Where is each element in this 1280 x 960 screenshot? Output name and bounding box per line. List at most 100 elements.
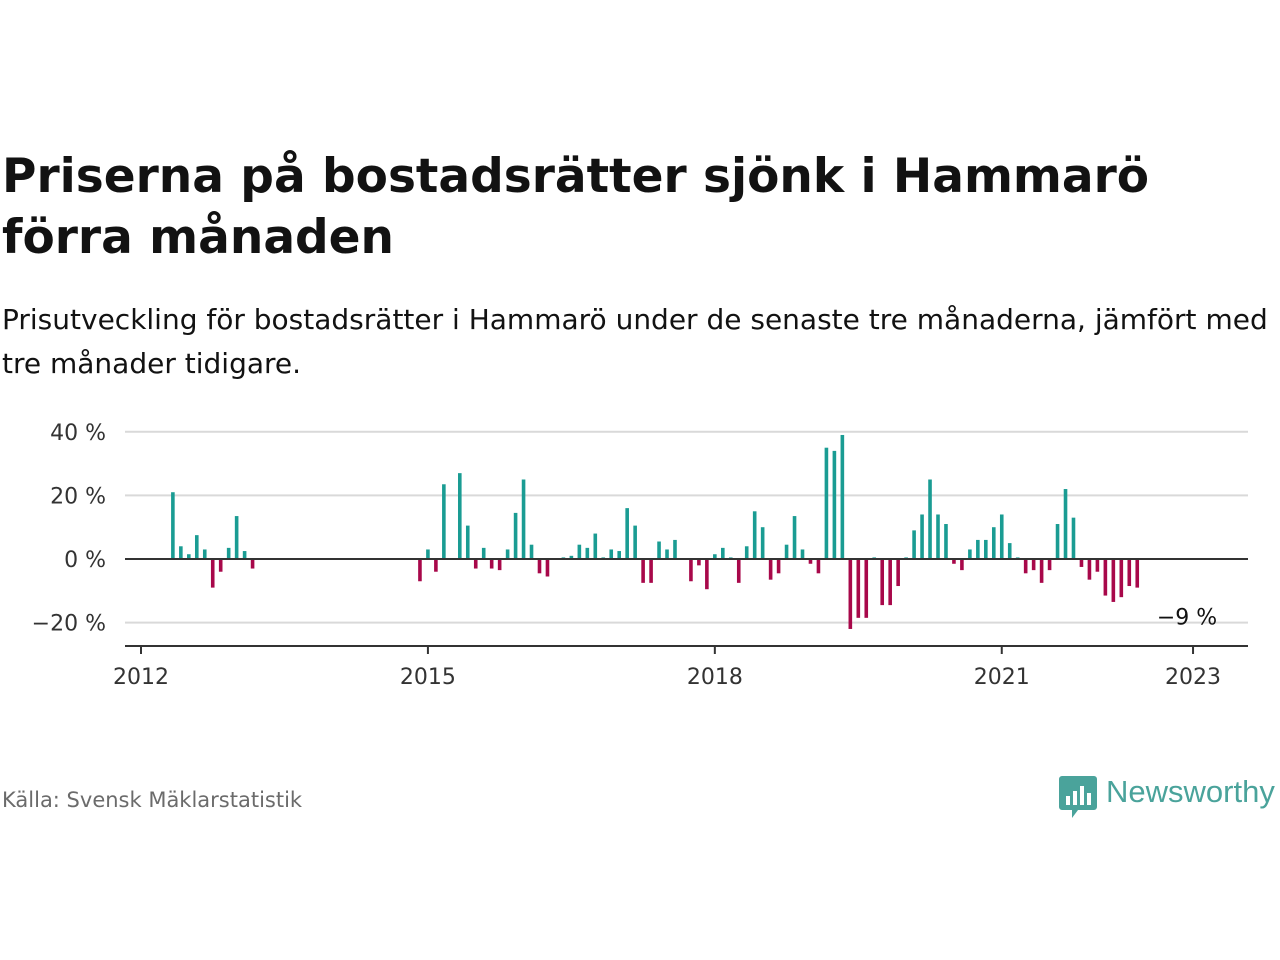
source-note: Källa: Svensk Mäklarstatistik [2,788,303,812]
annotations: −9 % [1157,606,1217,631]
x-tick-label: 2018 [687,665,743,690]
bar [792,516,797,559]
bar [1023,559,1028,574]
bar [864,559,869,618]
bar [1095,559,1100,572]
bar [426,549,430,559]
x-axis-ticks: 2012 2015 2018 2021 2023 [113,646,1221,690]
bar [649,559,653,583]
bar [489,559,494,569]
x-tick-label: 2012 [113,665,169,690]
bar [617,551,621,559]
bar [856,559,861,618]
bar [218,559,223,572]
annotation-label: −9 % [1157,606,1217,631]
bar [840,434,845,559]
bar [545,559,550,577]
bar [768,559,773,580]
bar [999,514,1004,559]
bar [912,530,916,559]
bar [968,549,972,559]
x-tick-label: 2023 [1165,665,1221,690]
bar [171,492,175,559]
bar [529,544,534,559]
bar [226,547,231,559]
brand-name: Newsworthy [1106,774,1275,809]
bar [673,539,677,559]
bar [991,527,996,559]
bar-chart: 40 % 20 % 0 % −20 % 2012 2015 2018 2021 2023 −9… [32,421,1248,690]
bar [944,524,948,559]
bar [736,559,741,583]
bar [194,535,199,559]
bar [824,447,829,559]
bar [577,544,582,559]
bar [976,539,980,559]
bar [1047,559,1052,571]
bar [593,533,598,559]
bar [713,554,717,559]
x-tick-label: 2021 [974,665,1030,690]
bar [418,559,422,582]
bar [625,508,629,559]
bars [171,434,1140,629]
bar [705,559,709,590]
bar [848,559,853,629]
bar [952,559,956,564]
bar [1135,559,1140,588]
bar [585,547,590,559]
bar [210,559,215,588]
bar [960,559,964,571]
bar [1087,559,1092,580]
bar [458,473,462,559]
bar [1119,559,1124,598]
gridlines [125,430,1248,624]
bar [202,549,207,559]
chart-title: Priserna på bostadsrätter sjönk i Hammar… [2,149,1150,265]
bar [744,546,749,559]
bar [816,559,821,574]
bar [808,559,813,564]
bar [481,547,486,559]
bar [760,527,765,559]
y-tick-label: 20 % [50,484,106,509]
bar [721,547,725,559]
bar [784,544,789,559]
bar [465,525,470,559]
bar [442,484,446,559]
bar [505,549,510,559]
bar [657,541,661,559]
bar [920,514,924,559]
x-tick-label: 2015 [400,665,456,690]
bar [569,555,574,559]
bar [1071,517,1076,559]
bar [936,514,940,559]
bar [1079,559,1084,567]
bar [434,559,438,572]
bar [513,512,518,559]
bar [242,551,247,559]
bar [665,549,669,559]
bar [633,525,637,559]
bar [537,559,542,574]
bar [1039,559,1044,583]
bar [752,511,757,559]
bar [776,559,781,574]
bar [1103,559,1108,596]
bar [1055,524,1060,559]
newsworthy-chart-bubble-icon [1059,776,1097,818]
bar [1031,559,1036,571]
brand-logo: Newsworthy [1058,772,1278,820]
bar [179,546,183,559]
bar [250,559,255,569]
bar [1063,489,1068,559]
bar [984,539,988,559]
bar [1127,559,1132,587]
bar [832,450,837,559]
bar [234,516,239,559]
bar [896,559,900,587]
bar [521,479,526,559]
x-axis [125,558,1248,647]
bar [697,559,701,566]
bar [609,549,614,559]
